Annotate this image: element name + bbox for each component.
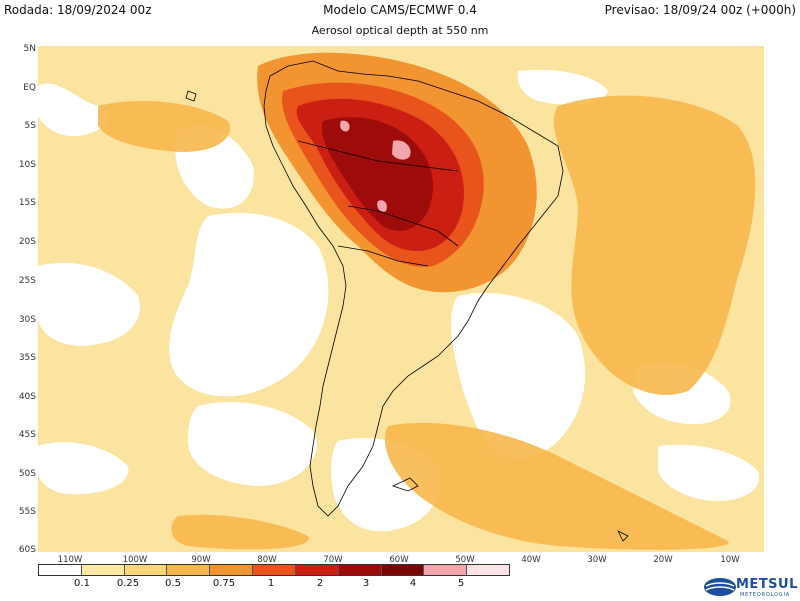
lat-label-5n: 5N bbox=[23, 44, 36, 54]
lat-label-eq: EQ bbox=[23, 83, 36, 93]
lon-label-110w: 110W bbox=[57, 555, 83, 565]
logo-tagline: METEOROLOGIA bbox=[740, 592, 790, 598]
model-title: Modelo CAMS/ECMWF 0.4 bbox=[323, 3, 477, 17]
lat-label-15s: 15S bbox=[18, 198, 36, 208]
lat-label-5s: 5S bbox=[24, 121, 36, 131]
lat-label-30s: 30S bbox=[18, 315, 36, 325]
aerosol-map bbox=[38, 46, 764, 552]
legend-label: 5 bbox=[457, 578, 465, 589]
legend-label: 3 bbox=[362, 578, 370, 589]
lat-label-55s: 55S bbox=[18, 507, 36, 517]
legend-color-cell bbox=[253, 565, 296, 575]
lon-label-100w: 100W bbox=[122, 555, 148, 565]
lat-label-45s: 45S bbox=[18, 430, 36, 440]
legend-color-cell bbox=[210, 565, 254, 575]
legend-label: 1 bbox=[267, 578, 275, 589]
fire-smoke-plume bbox=[257, 52, 537, 293]
lat-label-60s: 60S bbox=[18, 545, 36, 555]
lat-label-35s: 35S bbox=[18, 353, 36, 363]
legend-color-cell bbox=[39, 565, 82, 575]
lon-label-60w: 60W bbox=[389, 555, 409, 565]
legend-label: 4 bbox=[409, 578, 417, 589]
legend-label: 0.25 bbox=[116, 578, 140, 589]
lon-label-30w: 30W bbox=[587, 555, 607, 565]
legend-label: 0.1 bbox=[74, 578, 90, 589]
lat-label-25s: 25S bbox=[18, 276, 36, 286]
forecast-time-label: Previsao: 18/09/24 00z (+000h) bbox=[604, 3, 796, 17]
lon-label-70w: 70W bbox=[323, 555, 343, 565]
lat-label-20s: 20S bbox=[18, 237, 36, 247]
legend-label: 0.75 bbox=[212, 578, 236, 589]
map-subtitle: Aerosol optical depth at 550 nm bbox=[311, 24, 489, 37]
legend-color-cell bbox=[381, 565, 425, 575]
metsul-logo-icon bbox=[704, 578, 736, 596]
legend-label: 0.5 bbox=[165, 578, 181, 589]
lon-label-90w: 90W bbox=[191, 555, 211, 565]
islands bbox=[185, 90, 629, 542]
lat-label-10s: 10S bbox=[18, 160, 36, 170]
lon-label-50w: 50W bbox=[455, 555, 475, 565]
legend-color-cell bbox=[124, 565, 168, 575]
lon-label-80w: 80W bbox=[257, 555, 277, 565]
lon-label-10w: 10W bbox=[720, 555, 740, 565]
color-legend bbox=[38, 564, 510, 576]
lat-label-50s: 50S bbox=[18, 469, 36, 479]
moderate-aerosol-areas bbox=[98, 95, 756, 550]
legend-color-cell bbox=[167, 565, 211, 575]
lat-label-40s: 40S bbox=[18, 392, 36, 402]
legend-color-cell bbox=[81, 565, 125, 575]
logo-name: METSUL bbox=[736, 577, 798, 592]
legend-label: 2 bbox=[316, 578, 324, 589]
legend-color-cell bbox=[424, 565, 468, 575]
legend-color-cell bbox=[467, 565, 509, 575]
low-aerosol-areas bbox=[38, 69, 760, 532]
legend-color-cell bbox=[338, 565, 382, 575]
legend-color-cell bbox=[295, 565, 339, 575]
coastline bbox=[263, 60, 564, 517]
lon-label-40w: 40W bbox=[521, 555, 541, 565]
lon-label-20w: 20W bbox=[653, 555, 673, 565]
run-date-label: Rodada: 18/09/2024 00z bbox=[4, 3, 152, 17]
